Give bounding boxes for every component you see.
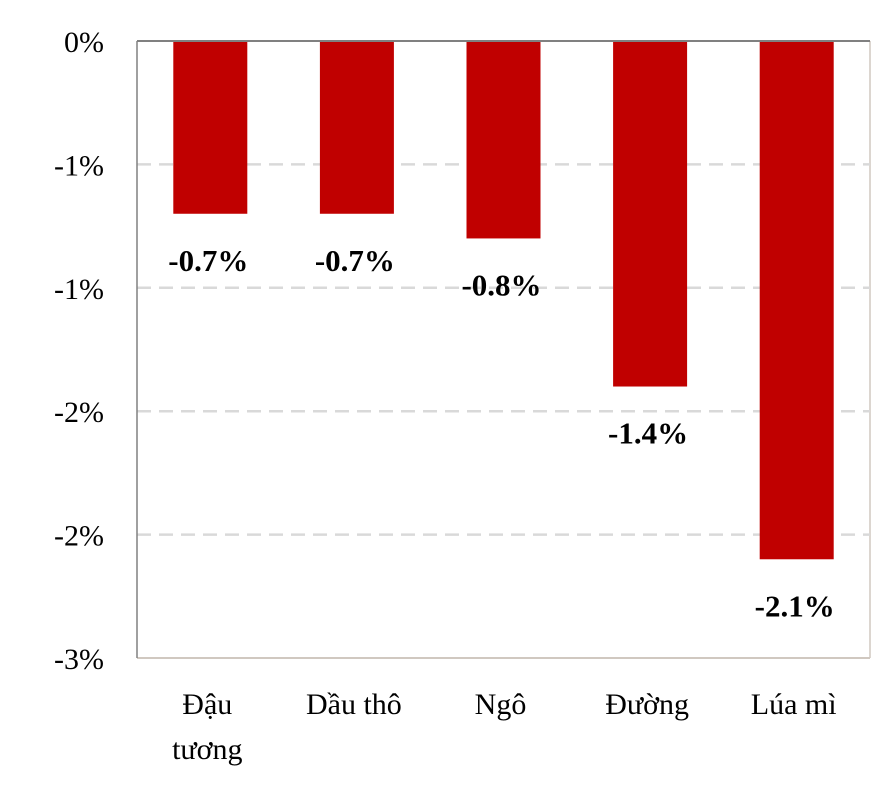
- data-label: -2.1%: [755, 588, 835, 623]
- data-label: -0.7%: [315, 243, 395, 278]
- y-tick-label: -1%: [54, 149, 104, 182]
- data-label: -1.4%: [608, 416, 688, 451]
- bar: [173, 41, 248, 214]
- y-tick-label: -2%: [54, 396, 104, 429]
- bar: [613, 41, 688, 387]
- bar: [759, 41, 834, 560]
- y-tick-label: -3%: [54, 643, 104, 676]
- bar: [466, 41, 541, 239]
- x-category-label: Lúa mì: [751, 688, 837, 721]
- data-label: -0.7%: [168, 243, 248, 278]
- x-category-label: Đường: [605, 688, 689, 721]
- x-category-label: tương: [172, 733, 242, 766]
- bar: [319, 41, 394, 214]
- data-label: -0.8%: [461, 267, 541, 302]
- y-tick-label: -2%: [54, 520, 104, 553]
- y-tick-label: -1%: [54, 273, 104, 306]
- x-category-label: Ngô: [475, 688, 527, 721]
- x-category-label: Dầu thô: [306, 688, 402, 721]
- x-category-label: Đậu: [182, 688, 232, 721]
- y-tick-label: 0%: [64, 26, 104, 59]
